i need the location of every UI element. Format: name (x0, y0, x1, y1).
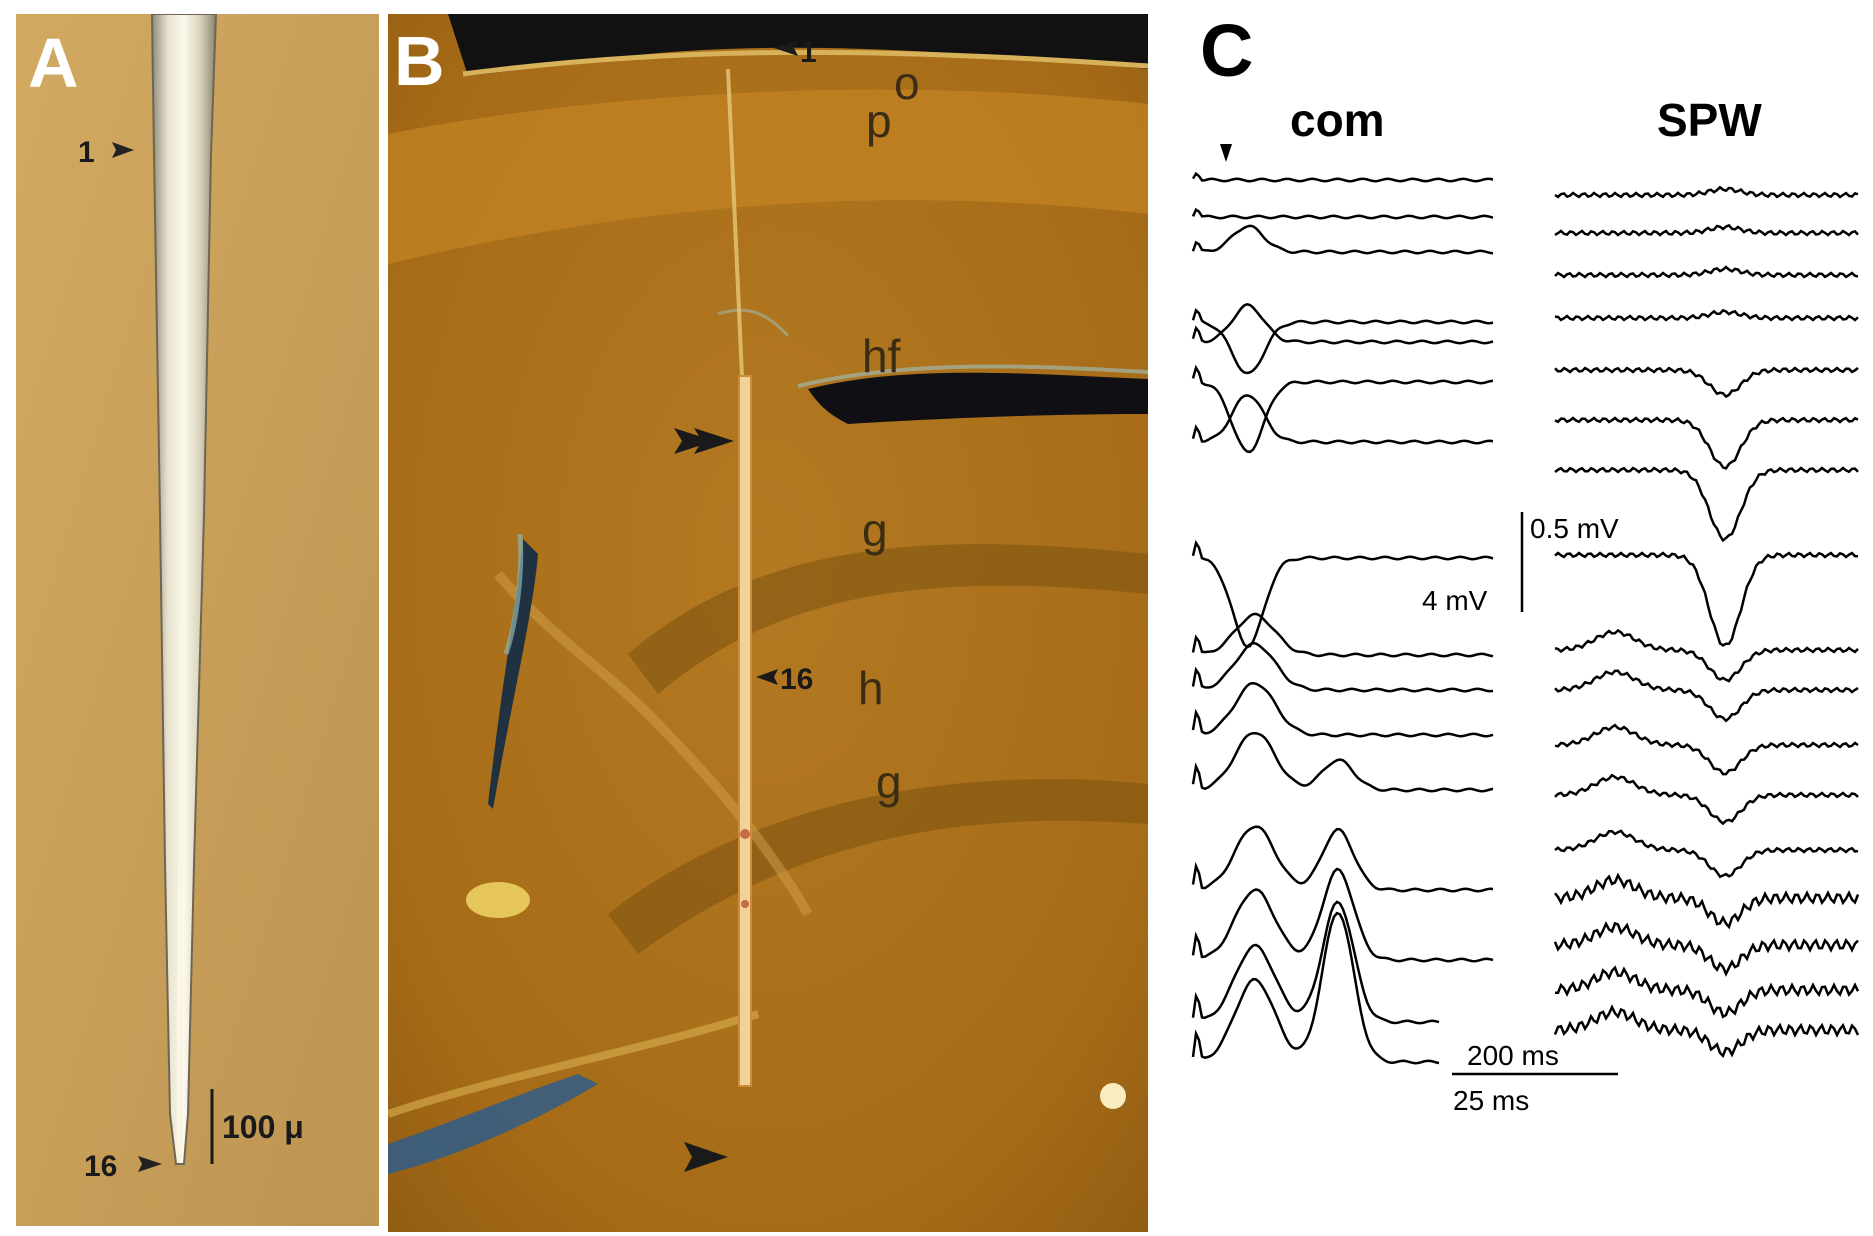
com-trace (1191, 681, 1494, 738)
column-title-spw: SPW (1657, 94, 1762, 146)
com-trace (1191, 612, 1494, 658)
arrowhead-icon (138, 1156, 162, 1172)
spw-trace (1554, 773, 1859, 826)
spw-trace (1554, 265, 1859, 279)
panel-c-traces: C com SPW 0.5 mV 4 mV 200 ms 25 ms (1160, 0, 1873, 1236)
electrode-shank-image: 1 16 100 μ (16, 14, 379, 1226)
scale-mv-right-label: 0.5 mV (1530, 513, 1619, 544)
spw-trace (1554, 185, 1859, 199)
com-trace (1191, 364, 1494, 454)
pyramidal-layer (388, 89, 1148, 264)
spw-trace (1554, 965, 1860, 1019)
stimulus-arrow-icon (1220, 144, 1232, 162)
spw-trace (1554, 829, 1859, 879)
column-title-com: com (1290, 94, 1385, 146)
spw-traces (1553, 185, 1860, 1059)
granule-layer-lower (608, 779, 1148, 954)
granule-layer-upper (628, 544, 1148, 694)
layer-label-g-lower: g (876, 756, 902, 808)
spw-trace (1554, 872, 1860, 930)
com-trace (1191, 307, 1494, 375)
bottom-left-blue-area (388, 1074, 598, 1174)
com-trace (1191, 731, 1494, 793)
spw-trace (1553, 920, 1859, 977)
marker-1-label: 1 (800, 36, 817, 69)
blood-vessel (488, 539, 538, 809)
layer-label-g-upper: g (862, 504, 888, 556)
com-trace (1191, 641, 1494, 693)
scale-bar-label: 100 μ (222, 1109, 304, 1145)
spw-trace (1554, 628, 1859, 683)
spw-trace (1554, 551, 1859, 647)
electrode-shank (150, 14, 218, 1165)
hippocampus-section-image: 1 16 o p hf g h g (388, 14, 1148, 1232)
panel-b-histology-photo: 1 16 o p hf g h g B (388, 14, 1148, 1232)
com-trace (1191, 171, 1494, 183)
com-trace (1191, 224, 1494, 255)
marker-1-label: 1 (78, 136, 95, 169)
com-trace (1191, 207, 1494, 220)
spw-trace (1554, 466, 1859, 543)
traces-svg: com SPW 0.5 mV 4 mV 200 ms 25 ms (1191, 94, 1860, 1116)
panel-a-label: A (28, 24, 79, 102)
tissue-edge-dark (448, 14, 1148, 76)
spw-trace (1554, 669, 1859, 723)
spw-trace (1554, 366, 1859, 399)
com-trace (1191, 911, 1440, 1065)
scale-mv-left-label: 4 mV (1422, 585, 1488, 616)
hippocampal-fissure (808, 372, 1148, 424)
com-trace (1191, 825, 1494, 893)
marker-16-label: 16 (84, 1150, 117, 1183)
spw-trace (1554, 223, 1859, 237)
electrode-track-upper (726, 68, 744, 377)
spw-trace (1554, 308, 1859, 322)
com-trace (1191, 900, 1440, 1025)
arrowhead-icon (756, 669, 778, 685)
spw-trace (1553, 1004, 1860, 1059)
arrowhead-icon (684, 1142, 728, 1172)
com-trace (1191, 394, 1494, 445)
spw-trace (1554, 723, 1859, 776)
panel-b-label: B (394, 22, 445, 100)
com-trace (1191, 302, 1494, 345)
electrode-track-lower (738, 375, 752, 1087)
com-trace (1191, 539, 1494, 649)
layer-label-hf: hf (862, 330, 901, 382)
com-traces (1191, 171, 1494, 1065)
marker-16-label: 16 (780, 663, 813, 696)
double-arrow-icon (674, 428, 734, 454)
panel-a-electrode-photo: 1 16 100 μ A (16, 14, 379, 1226)
scale-ms-right-label: 200 ms (1467, 1040, 1559, 1071)
scale-ms-left-label: 25 ms (1453, 1085, 1529, 1116)
spw-trace (1554, 416, 1859, 470)
layer-label-o: o (894, 57, 920, 109)
layer-label-p: p (866, 95, 892, 147)
layer-label-h: h (858, 662, 884, 714)
panel-c-label: C (1200, 9, 1254, 92)
arrowhead-icon (112, 142, 134, 158)
com-trace (1191, 867, 1494, 963)
arrowhead-icon (774, 40, 798, 56)
